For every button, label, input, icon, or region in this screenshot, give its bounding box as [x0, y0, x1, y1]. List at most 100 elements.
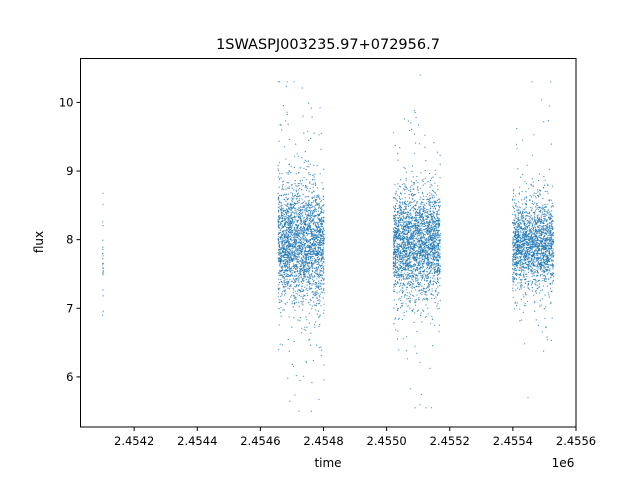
data-point [285, 229, 287, 231]
data-point [432, 268, 434, 270]
data-point [410, 248, 412, 250]
data-point [313, 244, 315, 246]
data-point [418, 192, 420, 194]
data-point [439, 246, 441, 248]
data-point [289, 229, 291, 231]
data-point [280, 261, 282, 263]
data-point [290, 202, 292, 205]
data-point [436, 283, 438, 285]
data-point [423, 279, 426, 281]
data-point [279, 272, 281, 274]
data-point [287, 207, 290, 209]
data-point [307, 273, 309, 275]
data-point [310, 410, 312, 412]
data-point [408, 203, 410, 205]
data-point [313, 211, 315, 213]
data-point [307, 223, 309, 225]
data-point [408, 282, 410, 285]
data-point [419, 237, 421, 239]
data-point [319, 173, 321, 175]
data-point [279, 195, 281, 197]
data-point [438, 273, 440, 275]
data-point [437, 252, 440, 255]
data-point [406, 255, 408, 257]
data-point [426, 250, 428, 252]
data-point [393, 323, 395, 325]
data-point [305, 219, 307, 221]
data-point [400, 209, 403, 211]
data-point [279, 343, 281, 345]
data-point [290, 272, 292, 274]
data-point [307, 258, 309, 261]
data-point [408, 252, 410, 255]
data-point [295, 284, 298, 287]
data-point [277, 238, 279, 240]
data-point [439, 264, 441, 266]
data-point [406, 224, 408, 226]
data-point [315, 225, 317, 227]
data-point [300, 180, 302, 182]
data-point [419, 74, 421, 76]
data-point [428, 222, 430, 224]
data-point [398, 230, 400, 233]
data-point [395, 246, 397, 248]
data-point [405, 218, 407, 220]
data-point [415, 211, 417, 213]
data-point [303, 223, 306, 225]
data-point [296, 234, 298, 236]
data-point [407, 225, 409, 227]
data-point [421, 267, 423, 269]
data-point [300, 252, 302, 254]
data-point [282, 252, 284, 254]
data-point [432, 253, 434, 255]
data-point [291, 199, 293, 201]
data-point [428, 204, 430, 206]
data-point [287, 171, 289, 173]
data-point [281, 254, 283, 257]
data-point [402, 264, 405, 266]
data-point [305, 179, 308, 181]
data-point [302, 304, 304, 306]
data-point [304, 200, 306, 202]
data-point [321, 250, 323, 252]
data-point [321, 291, 323, 293]
data-point [395, 266, 397, 269]
data-point [291, 266, 293, 268]
data-point [429, 230, 431, 232]
data-point [401, 261, 403, 263]
data-point [288, 237, 290, 239]
data-point [285, 247, 288, 249]
data-point [313, 279, 315, 282]
data-point [405, 350, 407, 352]
data-point [425, 304, 427, 306]
data-point [410, 190, 412, 193]
data-point [431, 215, 433, 218]
data-point [423, 310, 425, 312]
data-point [293, 239, 295, 241]
data-point [396, 207, 398, 210]
data-point [314, 294, 316, 296]
data-point [425, 315, 428, 317]
data-point [418, 221, 420, 223]
data-point [426, 218, 428, 220]
data-point [292, 263, 294, 265]
data-point [418, 124, 420, 126]
data-point [401, 246, 403, 248]
data-point [433, 272, 436, 274]
data-point [402, 278, 404, 280]
data-point [401, 275, 403, 278]
data-point [437, 230, 439, 232]
data-point [433, 245, 435, 247]
data-point [393, 216, 395, 218]
data-point [297, 172, 299, 174]
data-point [399, 186, 402, 188]
data-point [412, 245, 414, 247]
data-point [308, 262, 310, 264]
data-point [393, 275, 395, 277]
data-point [282, 255, 284, 257]
data-point [413, 207, 415, 210]
data-point [397, 330, 399, 332]
data-point [289, 225, 291, 227]
data-point [404, 204, 406, 206]
data-point [296, 258, 298, 260]
